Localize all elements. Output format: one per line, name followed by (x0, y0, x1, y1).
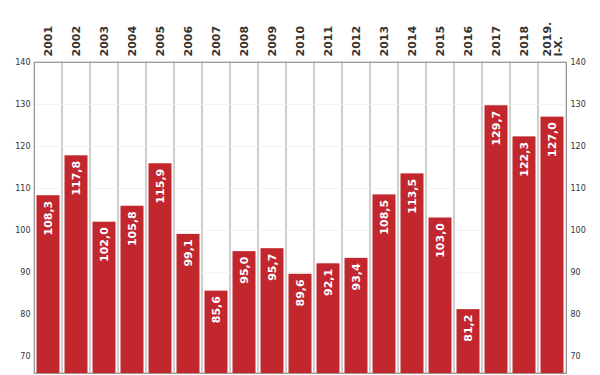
svg-text:95,7: 95,7 (266, 254, 279, 281)
svg-text:130: 130 (571, 100, 586, 109)
svg-text:90: 90 (20, 268, 30, 277)
svg-text:2004: 2004 (126, 26, 139, 57)
svg-text:2016: 2016 (462, 26, 475, 57)
svg-text:115,9: 115,9 (154, 169, 167, 204)
svg-text:92,1: 92,1 (322, 269, 335, 296)
svg-text:100: 100 (571, 226, 586, 235)
svg-text:122,3: 122,3 (518, 142, 531, 177)
svg-text:2003: 2003 (98, 26, 111, 57)
svg-text:129,7: 129,7 (490, 111, 503, 146)
svg-text:2019.I-X.: 2019.I-X. (541, 22, 565, 57)
svg-text:70: 70 (20, 352, 30, 361)
svg-text:130: 130 (15, 100, 30, 109)
svg-text:2006: 2006 (182, 26, 195, 57)
svg-text:95,0: 95,0 (238, 256, 251, 283)
svg-text:99,1: 99,1 (182, 239, 195, 266)
svg-text:2010: 2010 (294, 26, 307, 57)
svg-text:2011: 2011 (322, 26, 335, 57)
svg-text:85,6: 85,6 (210, 296, 223, 323)
svg-text:2009: 2009 (266, 26, 279, 57)
svg-text:108,3: 108,3 (42, 201, 55, 236)
svg-text:93,4: 93,4 (350, 263, 363, 290)
svg-text:70: 70 (571, 352, 581, 361)
svg-text:2014: 2014 (406, 26, 419, 57)
svg-text:2013: 2013 (378, 26, 391, 57)
svg-text:110: 110 (15, 184, 30, 193)
svg-text:2007: 2007 (210, 26, 223, 57)
svg-text:2015: 2015 (434, 26, 447, 57)
svg-text:120: 120 (571, 142, 586, 151)
svg-text:127,0: 127,0 (546, 122, 559, 157)
svg-text:80: 80 (20, 310, 30, 319)
svg-text:81,2: 81,2 (462, 315, 475, 342)
svg-text:140: 140 (15, 58, 30, 67)
svg-text:105,8: 105,8 (126, 211, 139, 246)
svg-text:2017: 2017 (490, 26, 503, 57)
svg-text:120: 120 (15, 142, 30, 151)
svg-text:110: 110 (571, 184, 586, 193)
svg-text:108,5: 108,5 (378, 200, 391, 235)
svg-text:2012: 2012 (350, 26, 363, 57)
svg-text:2008: 2008 (238, 26, 251, 57)
svg-text:100: 100 (15, 226, 30, 235)
svg-text:102,0: 102,0 (98, 227, 111, 262)
svg-text:89,6: 89,6 (294, 279, 307, 306)
svg-text:2002: 2002 (70, 26, 83, 57)
svg-text:113,5: 113,5 (406, 179, 419, 214)
svg-text:2001: 2001 (42, 26, 55, 57)
svg-text:117,8: 117,8 (70, 161, 83, 196)
svg-text:2018: 2018 (518, 26, 531, 57)
svg-text:103,0: 103,0 (434, 223, 447, 258)
svg-text:2005: 2005 (154, 26, 167, 57)
svg-text:80: 80 (571, 310, 581, 319)
svg-text:90: 90 (571, 268, 581, 277)
svg-text:140: 140 (571, 58, 586, 67)
